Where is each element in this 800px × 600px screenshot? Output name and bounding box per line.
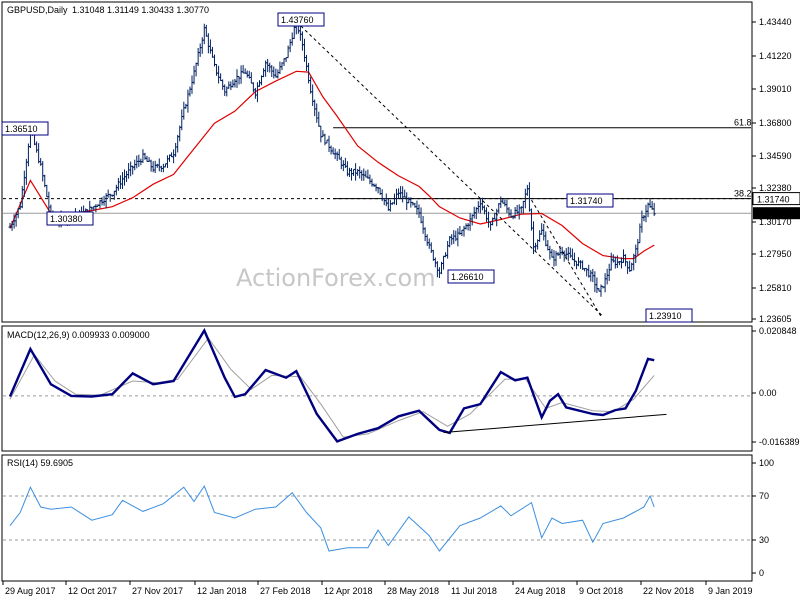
y-tick-label: 1.25810: [759, 283, 792, 293]
y-tick-label: 0: [759, 568, 764, 578]
x-axis: 29 Aug 2017 12 Oct 2017 27 Nov 2017 12 Jan …: [2, 581, 753, 596]
price-tag: [753, 207, 800, 220]
price-title: GBPUSD,Daily: [7, 5, 68, 15]
watermark: ActionForex.com: [236, 264, 436, 292]
annotation-label: 1.23910: [649, 311, 682, 321]
annotation-box: [566, 193, 614, 208]
rsi-line: [9, 485, 655, 552]
y-tick-label: 1.36800: [759, 118, 792, 128]
annotation-label: 1.26610: [451, 272, 484, 282]
price-tag-label: 1.30770: [757, 209, 790, 219]
trendline: [531, 199, 602, 317]
y-tick-label: 1.41220: [759, 51, 792, 61]
fib-label: 38.2: [734, 189, 752, 199]
price-panel: ActionForex.com 61.8 38.2 1.43760 1.36510 1…: [1, 1, 800, 324]
annotation-box: [1, 121, 49, 136]
annotation-label: 1.31740: [570, 196, 603, 206]
macd-title: MACD(12,26,9) 0.009933 0.009000: [7, 330, 150, 340]
x-tick-label: 29 Aug 2017: [5, 586, 56, 596]
x-tick-label: 22 Nov 2018: [643, 586, 694, 596]
annotation-box: [645, 308, 693, 323]
annotation-label: 1.30380: [50, 214, 83, 224]
x-tick-label: 24 Aug 2018: [515, 586, 566, 596]
y-tick-label: 1.23605: [759, 314, 792, 324]
macd-panel: MACD(12,26,9) 0.009933 0.009000 0.020848…: [1, 325, 800, 452]
annotation-box: [46, 211, 94, 226]
moving-average-line: [9, 70, 655, 260]
x-tick-label: 12 Apr 2018: [324, 586, 373, 596]
annotation-label: 1.43760: [281, 15, 314, 25]
y-tick-label: 30: [759, 535, 769, 545]
x-tick-label: 27 Feb 2018: [260, 586, 311, 596]
y-tick-label: -0.016389: [759, 437, 800, 447]
x-tick-label: 27 Nov 2017: [132, 586, 183, 596]
level-tag: [752, 192, 800, 206]
y-tick-label: 1.34590: [759, 151, 792, 161]
x-tick-label: 12 Oct 2017: [68, 586, 117, 596]
annotation-box: [447, 269, 495, 284]
rsi-title: RSI(14) 59.6905: [7, 458, 73, 468]
y-tick-label: 100: [759, 458, 774, 468]
y-tick-label: 1.30170: [759, 217, 792, 227]
level-tag-label: 1.31740: [757, 195, 790, 205]
y-tick-label: 1.27950: [759, 249, 792, 259]
macd-trendline: [443, 413, 667, 434]
x-tick-label: 9 Oct 2018: [579, 586, 623, 596]
ohlc-values: 1.31048 1.31149 1.30433 1.30770: [72, 5, 209, 15]
annotation-label: 1.36510: [5, 124, 38, 134]
y-tick-label: 1.39010: [759, 84, 792, 94]
y-tick-label: 1.43440: [759, 17, 792, 27]
x-tick-label: 28 May 2018: [387, 586, 439, 596]
rsi-panel: RSI(14) 59.6905 100 70 30 0: [1, 454, 774, 582]
x-tick-label: 11 Jul 2018: [451, 586, 497, 596]
annotation-box: [277, 12, 325, 27]
x-tick-label: 9 Jan 2019: [708, 586, 753, 596]
y-tick-label: 0.00: [759, 388, 777, 398]
fib-label: 61.8: [734, 118, 752, 128]
macd-line: [8, 327, 655, 443]
x-tick-label: 12 Jan 2018: [197, 586, 247, 596]
macd-signal-line: [9, 337, 655, 438]
y-tick-label: 0.020848: [759, 326, 797, 336]
y-tick-label: 70: [759, 491, 769, 501]
y-tick-label: 1.32380: [759, 183, 792, 193]
